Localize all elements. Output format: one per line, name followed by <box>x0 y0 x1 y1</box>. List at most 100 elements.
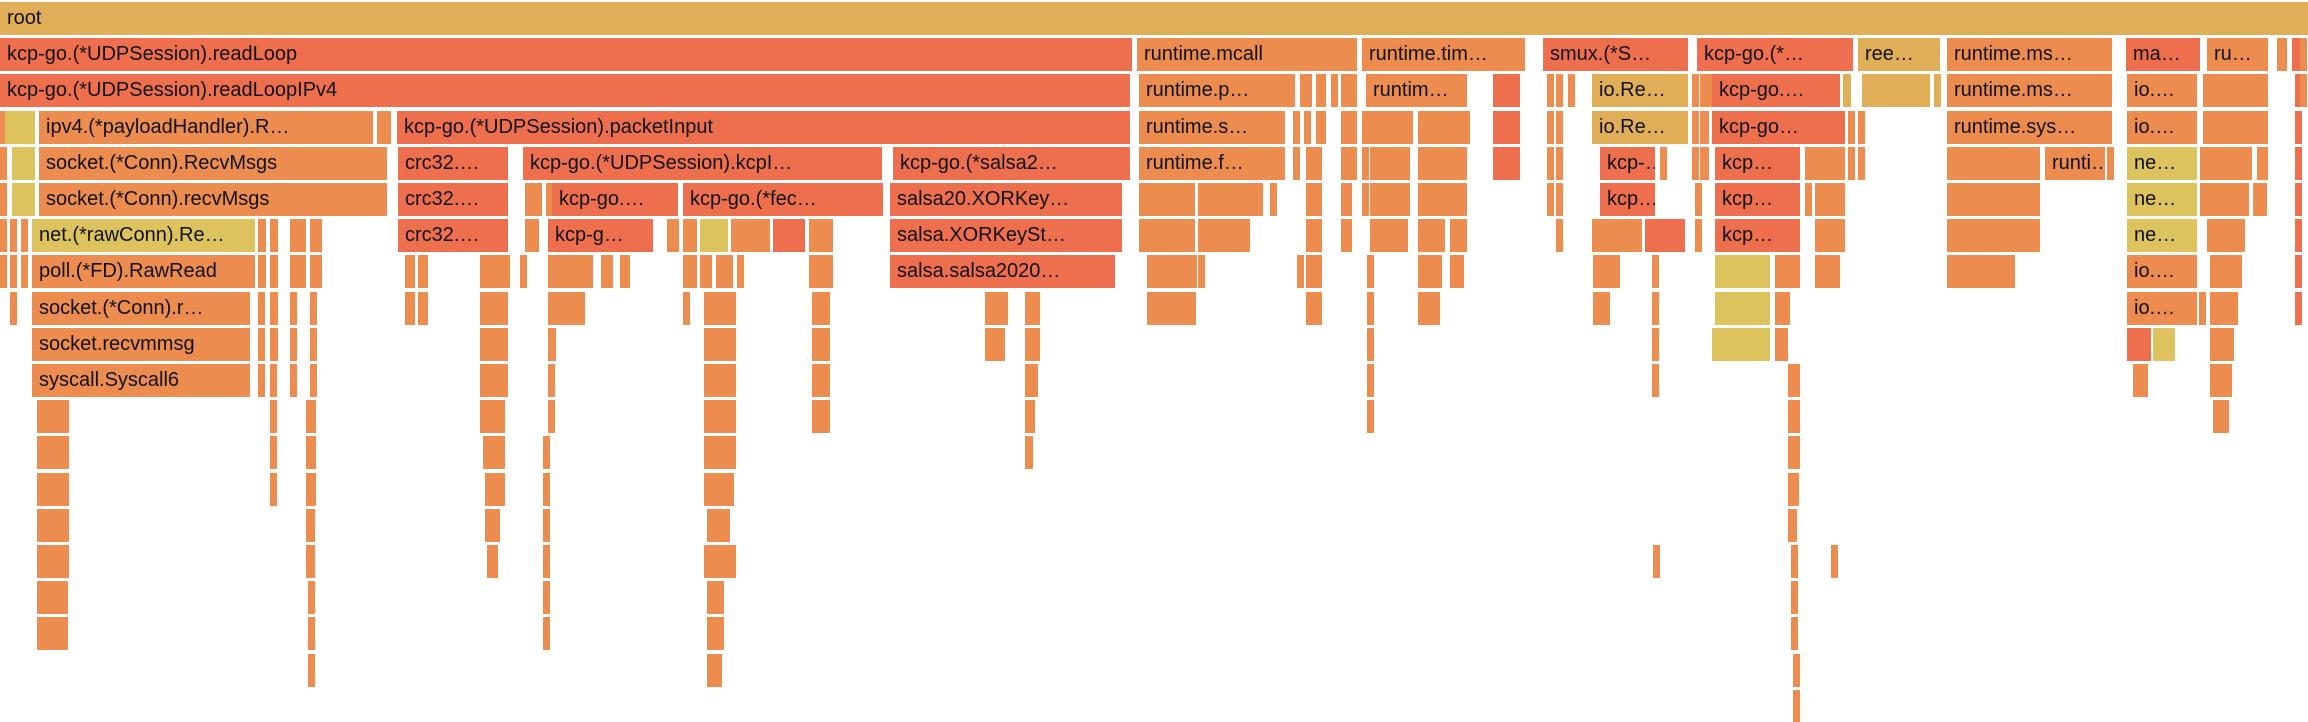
frame-r10-238[interactable] <box>1025 327 1040 361</box>
frame-r8-164[interactable] <box>0 255 7 289</box>
frame-kcp-go[interactable]: kcp-go… <box>1712 110 1845 144</box>
frame-r7-145[interactable] <box>809 219 833 253</box>
frame-r9-204[interactable] <box>270 291 278 325</box>
frame-r4-49[interactable] <box>1362 110 1413 144</box>
frame-r5-81[interactable] <box>1660 146 1667 180</box>
frame-runtime-f[interactable]: runtime.f… <box>1139 146 1285 180</box>
frame-r7-132[interactable] <box>270 219 278 253</box>
frame-r14-284[interactable] <box>543 472 550 506</box>
frame-runtime-s[interactable]: runtime.s… <box>1139 110 1285 144</box>
frame-r12-267[interactable] <box>812 400 830 434</box>
frame-r2-10[interactable] <box>2277 38 2287 72</box>
frame-r4-51[interactable] <box>1493 110 1520 144</box>
frame-r13-277[interactable] <box>704 436 736 470</box>
frame-r11-248[interactable] <box>270 364 277 397</box>
frame-kcp-go-udpsession-readloop[interactable]: kcp-go.(*UDPSession).readLoop <box>0 38 1132 72</box>
frame-r4-56[interactable] <box>1700 110 1709 144</box>
frame-r2-13[interactable] <box>2300 38 2307 72</box>
frame-r12-261[interactable] <box>37 400 69 434</box>
frame-ipv4-payloadhandler-r[interactable]: ipv4.(*payloadHandler).R… <box>39 110 373 144</box>
frame-r10-235[interactable] <box>704 327 736 361</box>
frame-r8-168[interactable] <box>258 255 266 289</box>
frame-r9-206[interactable] <box>310 291 317 325</box>
frame-r8-180[interactable] <box>700 255 712 289</box>
frame-r7-149[interactable] <box>1306 219 1322 253</box>
frame-r16-295[interactable] <box>487 545 498 578</box>
frame-r11-247[interactable] <box>258 364 265 397</box>
frame-r3-17[interactable] <box>1316 74 1326 108</box>
frame-r4-38[interactable] <box>0 110 7 144</box>
frame-r10-230[interactable] <box>270 327 278 361</box>
frame-r15-290[interactable] <box>543 508 550 542</box>
frame-r3-26[interactable] <box>1692 74 1699 108</box>
frame-r10-242[interactable] <box>1775 327 1788 361</box>
frame-r6-110[interactable] <box>1362 183 1369 216</box>
frame-r4-55[interactable] <box>1692 110 1699 144</box>
frame-r4-59[interactable] <box>1858 110 1865 144</box>
frame-r12-268[interactable] <box>1025 400 1035 434</box>
frame-r7-131[interactable] <box>258 219 266 253</box>
frame-r7-156[interactable] <box>1645 219 1685 253</box>
frame-r6-124[interactable] <box>2253 183 2260 216</box>
frame-r10-234[interactable] <box>548 327 556 361</box>
frame-r7-136[interactable] <box>525 219 532 253</box>
frame-kcp[interactable]: kcp… <box>1715 219 1800 253</box>
frame-r4-39[interactable] <box>5 110 35 144</box>
frame-r3-36[interactable] <box>2295 74 2302 108</box>
frame-r11-249[interactable] <box>290 364 297 397</box>
frame-r7-152[interactable] <box>1418 219 1445 253</box>
frame-runtime-sys[interactable]: runtime.sys… <box>1947 110 2112 144</box>
frame-r4-42[interactable] <box>384 110 391 144</box>
frame-r7-129[interactable] <box>21 219 28 253</box>
frame-r4-63[interactable] <box>2295 110 2302 144</box>
frame-r8-186[interactable] <box>1198 255 1205 289</box>
frame-r15-291[interactable] <box>707 508 730 542</box>
frame-r8-197[interactable] <box>1947 255 2015 289</box>
frame-r7-154[interactable] <box>1556 219 1563 253</box>
frame-r7-150[interactable] <box>1341 219 1352 253</box>
frame-r4-58[interactable] <box>1848 110 1855 144</box>
frame-r16-296[interactable] <box>543 545 550 578</box>
frame-root[interactable]: root <box>0 2 2308 35</box>
frame-r8-183[interactable] <box>809 255 833 289</box>
frame-r3-24[interactable] <box>1568 74 1575 108</box>
frame-r11-254[interactable] <box>812 364 830 397</box>
frame-r6-109[interactable] <box>1341 183 1352 216</box>
frame-r12-262[interactable] <box>270 400 277 434</box>
frame-kcp-go[interactable]: kcp-go.… <box>552 183 678 216</box>
frame-r9-201[interactable] <box>10 291 17 325</box>
frame-r9-221[interactable] <box>1652 291 1659 325</box>
frame-socket-conn-recvmsgs[interactable]: socket.(*Conn).recvMsgs <box>39 183 387 216</box>
frame-r8-166[interactable] <box>21 255 28 289</box>
frame-r5-83[interactable] <box>1700 146 1709 180</box>
frame-r7-139[interactable] <box>667 219 674 253</box>
frame-r6-125[interactable] <box>2260 183 2267 216</box>
frame-r9-227[interactable] <box>2295 291 2302 325</box>
frame-r10-232[interactable] <box>310 327 317 361</box>
frame-kcp-go[interactable]: kcp-go.… <box>1712 74 1840 108</box>
frame-r5-82[interactable] <box>1692 146 1699 180</box>
frame-r5-88[interactable] <box>1947 146 2040 180</box>
frame-r10-241[interactable] <box>1712 327 1770 361</box>
frame-r16-293[interactable] <box>37 545 69 578</box>
frame-kcp-go-fec[interactable]: kcp-go.(*fec… <box>683 183 883 216</box>
frame-ma[interactable]: ma… <box>2126 38 2200 72</box>
frame-r5-90[interactable] <box>2107 146 2114 180</box>
frame-r17-302[interactable] <box>308 581 315 615</box>
frame-r12-264[interactable] <box>480 400 505 434</box>
frame-r8-196[interactable] <box>1815 255 1840 289</box>
frame-runti[interactable]: runti… <box>2045 146 2105 180</box>
frame-ne[interactable]: ne… <box>2127 183 2197 216</box>
frame-net-rawconn-re[interactable]: net.(*rawConn).Re… <box>32 219 255 253</box>
frame-r12-266[interactable] <box>704 400 736 434</box>
frame-r8-178[interactable] <box>620 255 630 289</box>
frame-r3-30[interactable] <box>1843 74 1851 108</box>
frame-r3-22[interactable] <box>1547 74 1554 108</box>
frame-r3-31[interactable] <box>1862 74 1930 108</box>
frame-r9-220[interactable] <box>1593 291 1610 325</box>
frame-r11-260[interactable] <box>2210 364 2232 397</box>
frame-r7-137[interactable] <box>532 219 539 253</box>
frame-r11-251[interactable] <box>480 364 508 397</box>
frame-r6-101[interactable] <box>546 183 553 216</box>
